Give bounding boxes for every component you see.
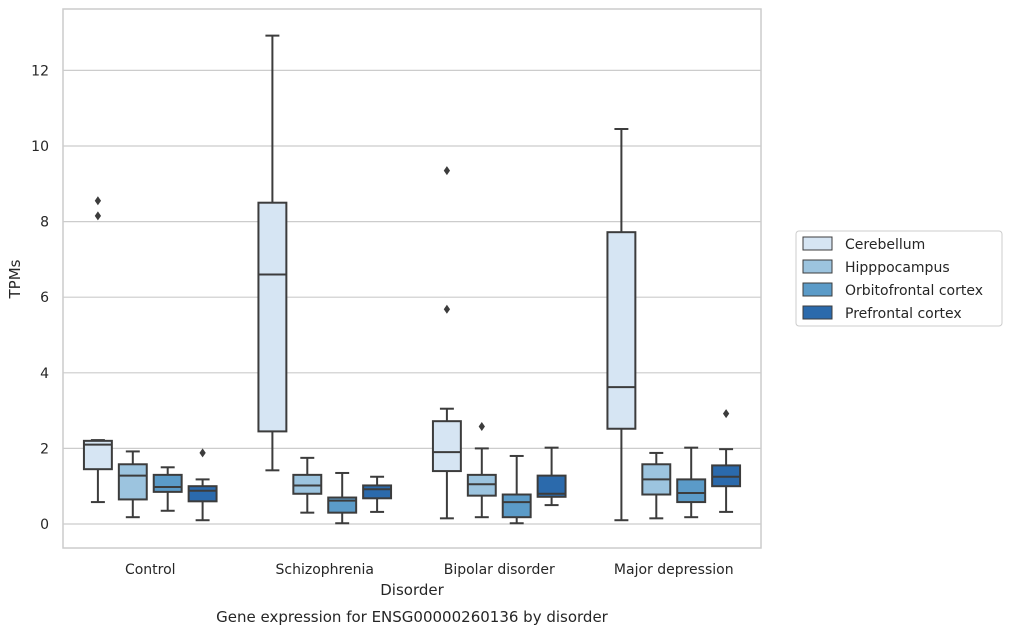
- y-tick-label: 8: [40, 215, 49, 231]
- box-prefrontal-cortex-major-depression: [711, 409, 742, 513]
- box-iqr: [536, 474, 567, 498]
- box-iqr: [292, 473, 323, 495]
- box-iqr: [187, 485, 218, 503]
- box-iqr: [431, 420, 462, 473]
- outlier-point: [199, 448, 206, 458]
- box-orbitofrontal-cortex-bipolar-disorder: [501, 454, 532, 525]
- box-prefrontal-cortex-bipolar-disorder: [536, 446, 567, 507]
- outlier-point: [478, 421, 485, 431]
- y-tick-label: 0: [40, 517, 49, 533]
- box-iqr: [257, 201, 288, 433]
- box-prefrontal-cortex-control: [187, 448, 218, 522]
- plot-frame: [62, 8, 762, 549]
- box-hipppocampus-bipolar-disorder: [466, 421, 497, 519]
- y-tick-label: 10: [31, 139, 49, 155]
- box-cerebellum-bipolar-disorder: [431, 166, 462, 520]
- outlier-point: [722, 409, 730, 419]
- legend-swatch: [802, 236, 833, 251]
- outlier-point: [443, 304, 451, 314]
- box-iqr: [501, 493, 532, 519]
- legend-swatch: [802, 259, 833, 274]
- box-hipppocampus-schizophrenia: [292, 456, 323, 514]
- box-plots: [82, 34, 742, 525]
- x-tick-label: Schizophrenia: [276, 562, 374, 578]
- box-cerebellum-schizophrenia: [257, 34, 288, 472]
- box-iqr: [117, 463, 148, 501]
- legend-label: Orbitofrontal cortex: [845, 283, 983, 299]
- outlier-point: [94, 196, 102, 206]
- x-tick-label: Major depression: [614, 562, 734, 578]
- outlier-point: [94, 211, 102, 221]
- box-orbitofrontal-cortex-control: [152, 466, 183, 512]
- grid-lines: [63, 69, 761, 525]
- x-axis-label: Disorder: [380, 581, 444, 599]
- box-orbitofrontal-cortex-major-depression: [676, 446, 707, 519]
- y-tick-label: 12: [31, 63, 49, 79]
- legend-label: Prefrontal cortex: [845, 306, 962, 322]
- x-tick-label: Bipolar disorder: [444, 562, 555, 578]
- y-tick-label: 6: [40, 290, 49, 306]
- legend-swatch: [802, 282, 833, 297]
- legend-label: Hipppocampus: [845, 260, 950, 276]
- y-tick-label: 2: [40, 441, 49, 457]
- box-orbitofrontal-cortex-schizophrenia: [327, 471, 358, 525]
- box-cerebellum-major-depression: [606, 127, 637, 522]
- legend-label: Cerebellum: [845, 237, 925, 253]
- box-hipppocampus-major-depression: [641, 451, 672, 520]
- box-cerebellum-control: [82, 196, 113, 504]
- legend: Cerebellum Hipppocampus Orbitofrontal cort…: [795, 230, 1003, 327]
- box-iqr: [676, 478, 707, 504]
- y-tick-labels: 0 2 4 6 8 10 12: [31, 63, 49, 533]
- box-iqr: [152, 473, 183, 493]
- outlier-point: [443, 166, 451, 176]
- box-iqr: [362, 484, 393, 500]
- x-tick-label: Control: [125, 562, 176, 578]
- box-prefrontal-cortex-schizophrenia: [362, 475, 393, 513]
- legend-swatch: [802, 305, 833, 320]
- box-hipppocampus-control: [117, 450, 148, 519]
- y-tick-label: 4: [40, 366, 49, 382]
- chart-caption: Gene expression for ENSG00000260136 by d…: [216, 608, 609, 626]
- x-tick-labels: Control Schizophrenia Bipolar disorder Majo…: [125, 562, 734, 578]
- box-iqr: [606, 231, 637, 430]
- legend-frame: [795, 230, 1003, 327]
- y-axis-label: TPMs: [6, 259, 24, 299]
